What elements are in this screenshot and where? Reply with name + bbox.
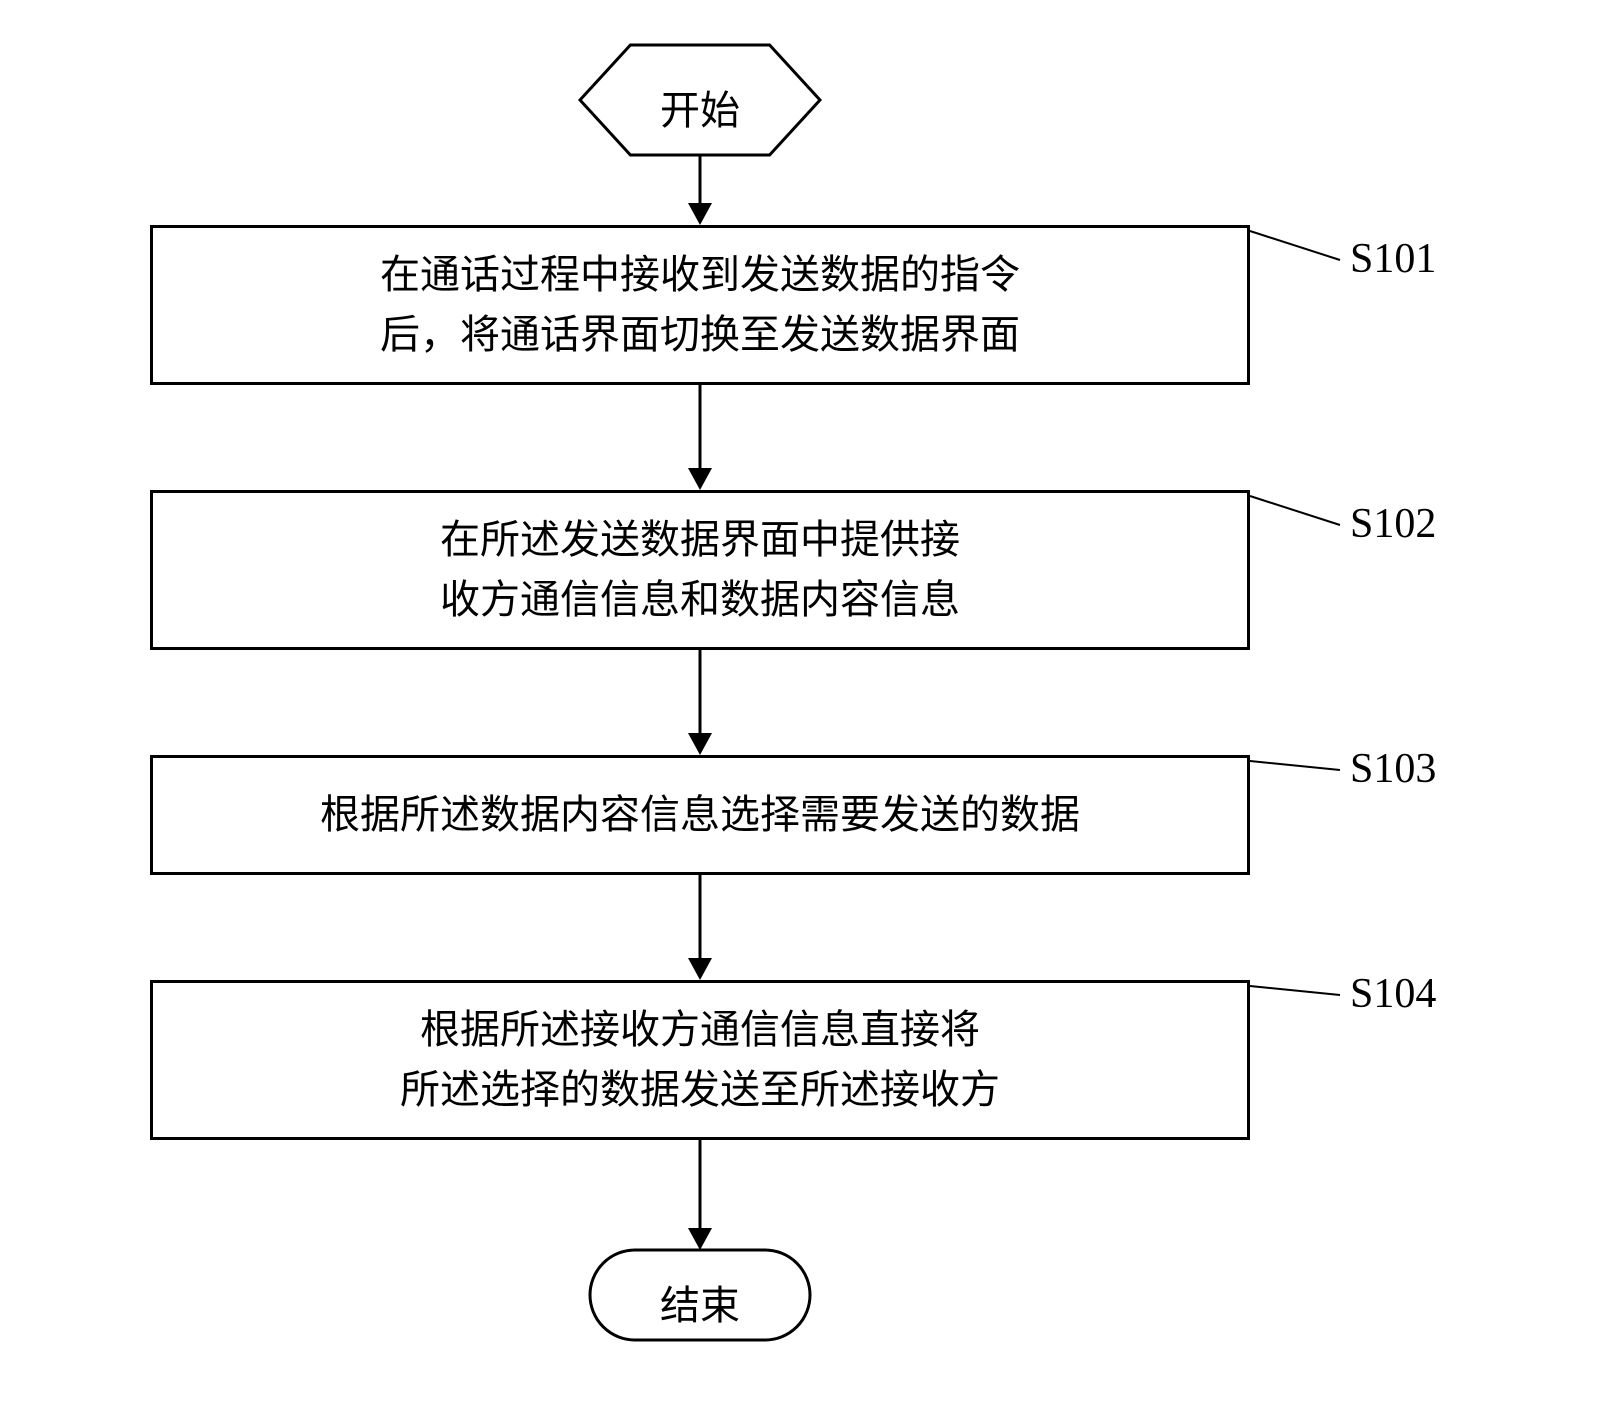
process-box-s101: 在通话过程中接收到发送数据的指令 后，将通话界面切换至发送数据界面 xyxy=(150,225,1250,385)
step-label-s102: S102 xyxy=(1350,500,1436,548)
process-box-s103: 根据所述数据内容信息选择需要发送的数据 xyxy=(150,755,1250,875)
step-label-s101: S101 xyxy=(1350,235,1436,283)
process-text-s102: 在所述发送数据界面中提供接 收方通信信息和数据内容信息 xyxy=(440,510,960,630)
start-node-text: 开始 xyxy=(600,78,800,136)
step-label-s104: S104 xyxy=(1350,970,1436,1018)
end-node-text: 结束 xyxy=(600,1273,800,1331)
process-box-s102: 在所述发送数据界面中提供接 收方通信信息和数据内容信息 xyxy=(150,490,1250,650)
process-box-s104: 根据所述接收方通信信息直接将 所述选择的数据发送至所述接收方 xyxy=(150,980,1250,1140)
flowchart-svg xyxy=(0,0,1608,1408)
process-text-s104: 根据所述接收方通信信息直接将 所述选择的数据发送至所述接收方 xyxy=(400,1000,1000,1120)
end-label: 结束 xyxy=(660,1283,740,1328)
start-label: 开始 xyxy=(660,88,740,133)
step-label-s103: S103 xyxy=(1350,745,1436,793)
process-text-s101: 在通话过程中接收到发送数据的指令 后，将通话界面切换至发送数据界面 xyxy=(380,245,1020,365)
process-text-s103: 根据所述数据内容信息选择需要发送的数据 xyxy=(320,785,1080,845)
flowchart-canvas: { "flowchart": { "type": "flowchart", "b… xyxy=(0,0,1608,1408)
